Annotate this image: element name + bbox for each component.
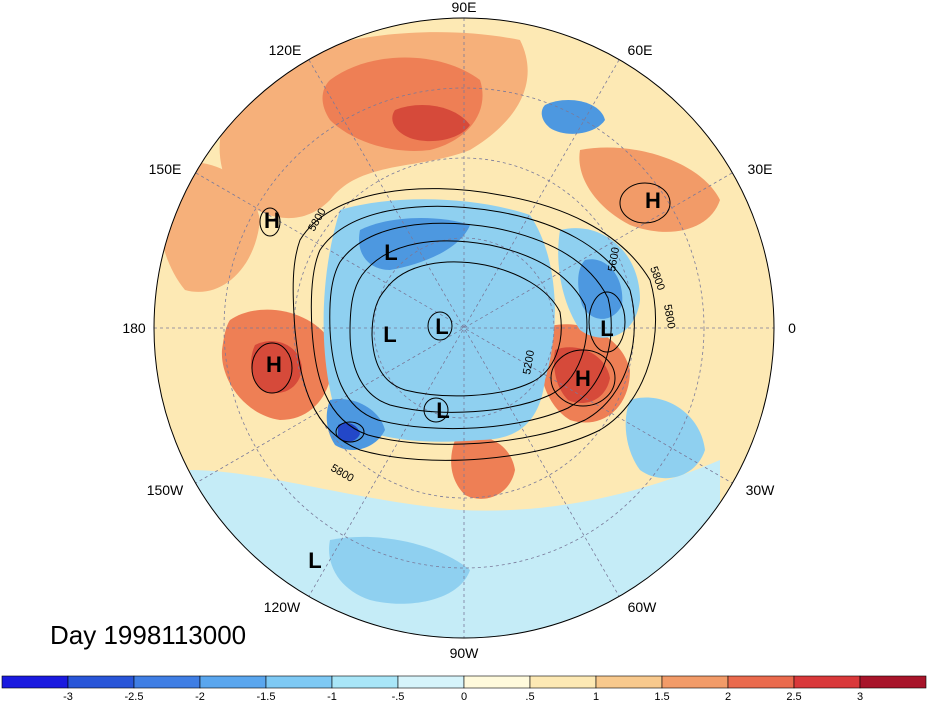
colorbar-swatch [67,675,135,689]
lon-label-150w: 150W [147,482,184,498]
colorbar-swatch [397,675,465,689]
colorbar-swatch [1,675,69,689]
lon-label-0: 0 [788,320,796,336]
high-marker-pacific-north: H [264,208,280,233]
colorbar-tick-label: -2.5 [125,691,144,702]
colorbar-swatch [595,675,663,689]
colorbar-tick-label: -2 [195,691,205,702]
lon-label-30w: 30W [746,482,776,498]
colorbar: -3 -2.5 -2 -1.5 -1 -.5 0 .5 1 1.5 2 2.5 3 [1,675,927,702]
colorbar-tick-label: -.5 [392,691,405,702]
contour-label: 5600 [606,246,622,272]
colorbar-swatch [727,675,795,689]
high-marker-pacific: H [266,352,282,377]
contour-label: 5200 [521,349,537,375]
colorbar-tick-label: -3 [63,691,73,702]
lon-label-120w: 120W [264,599,301,615]
high-marker-europe: H [645,188,661,213]
colorbar-swatch [529,675,597,689]
colorbar-tick-label: -1.5 [257,691,276,702]
lon-label-150e: 150E [149,161,182,177]
low-marker-alaska: L [383,322,396,347]
contour-label: 5800 [661,303,677,329]
high-marker-atlantic: H [575,366,591,391]
colorbar-tick-label: 2 [725,691,731,702]
colorbar-swatch [331,675,399,689]
low-marker-hudson: L [436,398,449,423]
day-title: Day 1998113000 [50,620,247,650]
colorbar-swatch [133,675,201,689]
cool-anomaly-bering-peak [338,422,360,442]
colorbar-tick-label: .5 [525,691,534,702]
map-boundary [153,17,775,639]
colorbar-tick-label: 2.5 [786,691,801,702]
lon-label-120e: 120E [269,42,302,58]
lon-label-60w: 60W [628,599,658,615]
longitude-labels: 90E 60E 30E 0 30W 60W 90W 120W 150W 180 … [122,0,796,661]
warm-anomaly-siberia-peak [392,105,470,142]
colorbar-swatch [199,675,267,689]
low-marker-scandinavia: L [600,316,613,341]
colorbar-swatch [463,675,531,689]
colorbar-tick-label: 3 [857,691,863,702]
cool-anomaly-kazakh [541,100,605,134]
colorbar-tick-label: 0 [461,691,467,702]
colorbar-swatch [265,675,333,689]
colorbar-swatch [661,675,729,689]
height-contours [251,182,671,461]
lon-label-90w: 90W [450,645,480,661]
cool-anomaly-atlantic-south [625,397,705,479]
lon-label-30e: 30E [748,161,773,177]
warm-anomaly-us-east [451,436,515,499]
low-marker-south: L [308,548,321,573]
lon-label-60e: 60E [628,42,653,58]
lon-label-180: 180 [122,320,146,336]
cool-anomaly-south [190,460,720,638]
cool-anomaly-south-mid [329,536,470,604]
colorbar-swatch [859,675,927,689]
low-marker-canada: L [384,240,397,265]
colorbar-tick-label: 1.5 [654,691,669,702]
colorbar-tick-label: -1 [327,691,337,702]
warm-anomaly-atlantic-core [554,347,610,404]
low-marker-pole: L [435,314,448,339]
pressure-systems: H H H H L L L L L L [264,188,661,573]
lon-label-90e: 90E [452,0,477,15]
graticule [154,18,774,638]
cool-anomaly-scandinavia-core [578,259,623,319]
colorbar-swatch [793,675,861,689]
warm-anomaly-europe [579,147,720,232]
colorbar-tick-label: 1 [593,691,599,702]
